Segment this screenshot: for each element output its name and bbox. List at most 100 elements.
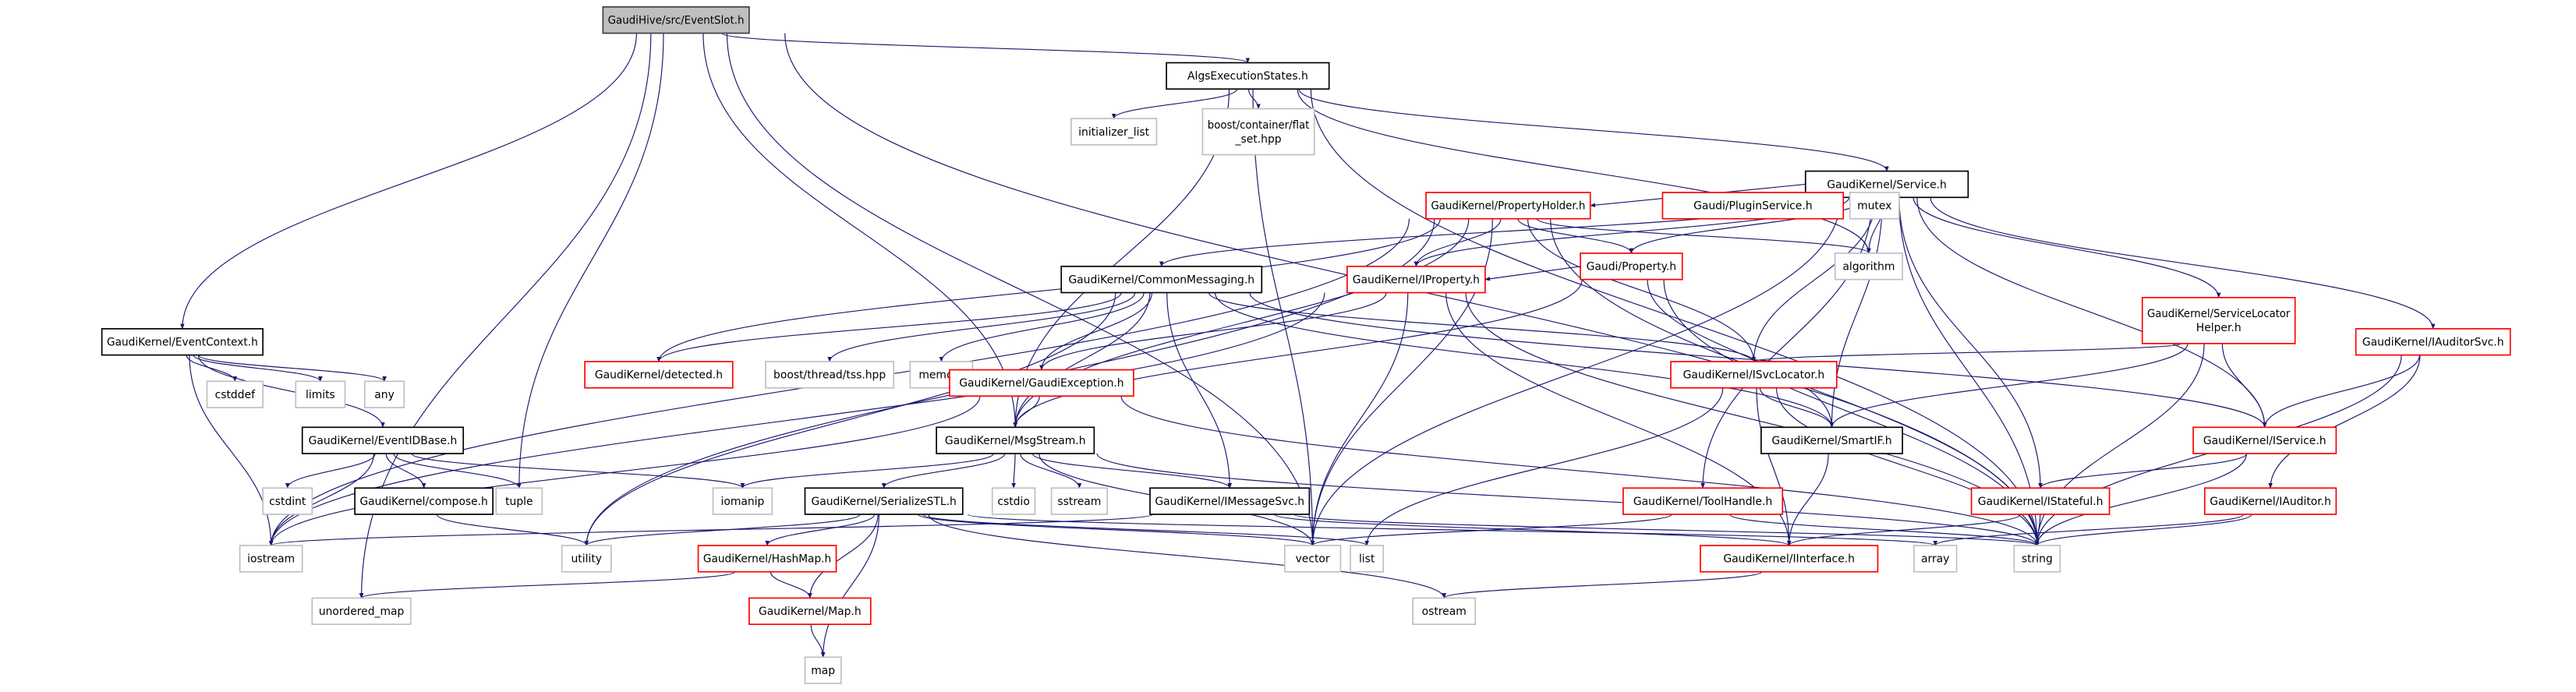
node-iauditorsvc[interactable]: GaudiKernel/IAuditorSvc.h	[2355, 328, 2511, 356]
node-iinterface[interactable]: GaudiKernel/IInterface.h	[1700, 545, 1879, 573]
node-map: map	[804, 656, 842, 684]
edge-imessagesvc-to-iinterface	[1274, 514, 1792, 546]
edge-serializestl-to-array	[967, 514, 1937, 546]
edge-service-to-istateful	[1898, 197, 2043, 489]
node-label: GaudiKernel/IInterface.h	[1723, 553, 1855, 566]
edge-property-to-msgstream	[1013, 279, 1583, 428]
node-label: GaudiKernel/IStateful.h	[1978, 496, 2104, 508]
node-box	[1050, 487, 1109, 515]
node-box	[936, 426, 1095, 454]
node-msgstream[interactable]: GaudiKernel/MsgStream.h	[936, 426, 1095, 454]
node-box	[1201, 108, 1315, 156]
node-box	[1350, 545, 1385, 573]
edge-iservice-to-istateful	[2038, 453, 2248, 489]
node-box	[712, 487, 773, 515]
node-gaudiexc[interactable]: GaudiKernel/GaudiException.h	[949, 369, 1134, 397]
node-tuple: tuple	[495, 487, 543, 515]
edge-service-to-iauditorsvc	[1930, 197, 2436, 330]
node-label: GaudiKernel/IAuditorSvc.h	[2362, 337, 2504, 349]
node-label: GaudiKernel/ISvcLocator.h	[1683, 369, 1825, 382]
node-label: any	[374, 389, 395, 401]
node-label: utility	[571, 553, 602, 566]
node-label: GaudiKernel/IMessageSvc.h	[1155, 496, 1304, 508]
edge-imessagesvc-to-iostream	[269, 514, 1154, 546]
node-label: GaudiHive/src/EventSlot.h	[608, 15, 745, 27]
edge-commonmsg-to-utility	[584, 292, 1116, 546]
edge-istateful-to-string	[2035, 514, 2041, 546]
edge-service-to-smartif	[1829, 197, 1883, 428]
edge-msgstream-to-string	[1096, 453, 2040, 546]
node-label: iostream	[247, 553, 295, 566]
node-svclochelper[interactable]: GaudiKernel/ServiceLocator Helper.h	[2141, 296, 2296, 344]
edge-service-to-svclochelper	[1913, 197, 2221, 298]
edge-svclochelper-to-isvclocator	[1751, 343, 2182, 362]
edge-property-to-iproperty	[1484, 266, 1581, 281]
node-flatset: boost/container/flat_set.hpp	[1201, 108, 1315, 156]
node-label: GaudiKernel/CommonMessaging.h	[1068, 274, 1254, 287]
node-label: tuple	[505, 496, 533, 508]
edge-serializestl-to-list	[922, 514, 1369, 546]
edge-svclochelper-to-string	[2035, 343, 2205, 546]
node-label: cstdint	[269, 496, 306, 508]
node-limits: limits	[295, 380, 346, 408]
node-label: Gaudi/PluginService.h	[1693, 200, 1813, 213]
node-algorithm: algorithm	[1834, 252, 1903, 281]
edge-map_h-to-map	[810, 624, 826, 658]
node-algsexec[interactable]: AlgsExecutionStates.h	[1166, 62, 1330, 90]
edge-propholder-to-detected	[656, 218, 1441, 362]
node-iproperty[interactable]: GaudiKernel/IProperty.h	[1346, 265, 1486, 294]
node-commonmsg[interactable]: GaudiKernel/CommonMessaging.h	[1060, 265, 1263, 294]
node-property[interactable]: Gaudi/Property.h	[1580, 252, 1683, 281]
node-istateful[interactable]: GaudiKernel/IStateful.h	[1970, 487, 2111, 515]
node-label: GaudiKernel/IAuditor.h	[2210, 496, 2331, 508]
node-box	[1580, 252, 1683, 281]
node-serializestl[interactable]: GaudiKernel/SerializeSTL.h	[804, 487, 964, 515]
node-detected[interactable]: GaudiKernel/detected.h	[584, 361, 734, 389]
edge-msgstream-to-iomanip	[740, 453, 994, 489]
node-eventcontext[interactable]: GaudiKernel/EventContext.h	[101, 328, 264, 356]
node-string: string	[2013, 545, 2061, 573]
node-box	[301, 426, 465, 454]
node-compose[interactable]: GaudiKernel/compose.h	[354, 487, 494, 515]
edge-propholder-to-algorithm	[1536, 218, 1871, 254]
edge-eventidbase-to-iostream	[268, 454, 375, 546]
node-label: GaudiKernel/Map.h	[759, 606, 862, 618]
node-eventidbase[interactable]: GaudiKernel/EventIDBase.h	[301, 426, 465, 454]
node-map_h[interactable]: GaudiKernel/Map.h	[748, 597, 872, 626]
edge-propholder-to-property	[1517, 218, 1634, 254]
node-label: GaudiKernel/detected.h	[595, 369, 723, 382]
edge-eventidbase-to-tuple	[393, 453, 522, 489]
node-iservice[interactable]: GaudiKernel/IService.h	[2192, 426, 2337, 454]
edge-commonmsg-to-iservice	[1249, 292, 2267, 428]
edge-svclochelper-to-iservice	[2221, 343, 2267, 428]
node-label: GaudiKernel/SmartIF.h	[1771, 435, 1891, 447]
node-box	[495, 487, 543, 515]
node-label: GaudiKernel/compose.h	[359, 496, 487, 508]
node-box	[1700, 545, 1879, 573]
edge-isvclocator-to-list	[1364, 387, 1724, 546]
edge-gaudiexc-to-string	[1120, 396, 2040, 546]
node-label: cstdio	[997, 496, 1030, 508]
node-propholder[interactable]: GaudiKernel/PropertyHolder.h	[1425, 192, 1591, 220]
edge-eventcontext-to-any	[198, 355, 387, 382]
edge-commonmsg-to-isvclocator	[1208, 292, 1757, 362]
node-iauditor[interactable]: GaudiKernel/IAuditor.h	[2203, 487, 2337, 515]
node-box	[561, 545, 612, 573]
node-box	[311, 597, 412, 626]
node-pluginsvc[interactable]: Gaudi/PluginService.h	[1661, 192, 1845, 220]
node-smartif[interactable]: GaudiKernel/SmartIF.h	[1760, 426, 1903, 454]
node-label: list	[1359, 553, 1375, 566]
node-toolhandle[interactable]: GaudiKernel/ToolHandle.h	[1622, 487, 1784, 515]
node-hashmap[interactable]: GaudiKernel/HashMap.h	[697, 545, 837, 573]
node-box	[602, 6, 750, 34]
node-isvclocator[interactable]: GaudiKernel/ISvcLocator.h	[1670, 361, 1838, 389]
node-label: boost/container/flat	[1208, 119, 1310, 132]
node-box	[262, 487, 313, 515]
edge-iauditorsvc-to-iservice	[2262, 355, 2420, 428]
node-eventslot[interactable]: GaudiHive/src/EventSlot.h	[602, 6, 750, 34]
edge-algsexec-to-algorithm	[1297, 89, 1871, 254]
node-imessagesvc[interactable]: GaudiKernel/IMessageSvc.h	[1149, 487, 1311, 515]
node-label: mutex	[1857, 200, 1891, 213]
edge-toolhandle-to-string	[1729, 514, 2040, 546]
